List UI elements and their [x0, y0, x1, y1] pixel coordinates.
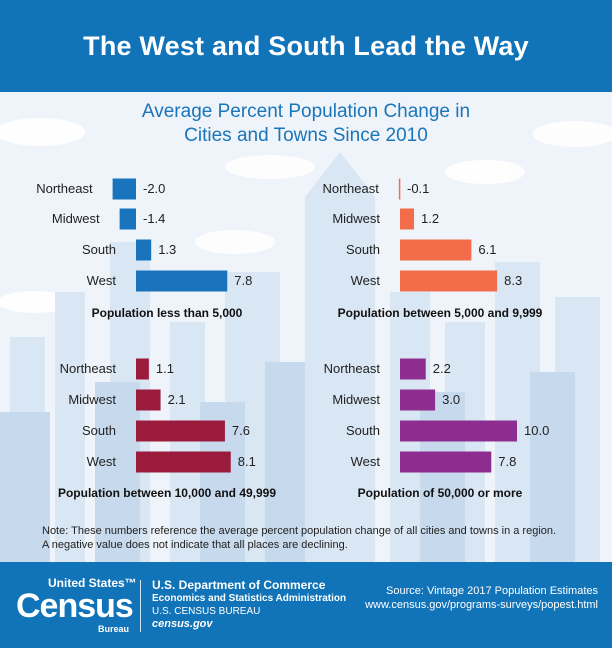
source-url-link[interactable]: www.census.gov/programs-surveys/popest.h… — [365, 599, 598, 611]
census-gov-link[interactable]: census.gov — [152, 618, 213, 630]
category-label: Midwest — [332, 392, 380, 407]
bar — [136, 389, 161, 411]
bar — [400, 389, 436, 411]
category-label: Northeast — [322, 181, 379, 196]
logo-bureau: Bureau — [98, 624, 130, 634]
category-label: South — [346, 242, 380, 257]
chart-note: Note: These numbers reference the averag… — [42, 524, 582, 552]
chart-panel-3: Northeast 1.1 Midwest 2.1 South 7.6 West 8.1 Pop… — [58, 358, 276, 500]
header-banner: The West and South Lead the Way — [0, 0, 612, 92]
value-label: 7.8 — [234, 273, 252, 288]
bar — [400, 239, 472, 261]
category-label: Northeast — [60, 361, 117, 376]
footer-banner: United States™ Census Bureau U.S. Depart… — [0, 562, 612, 648]
skyline-background — [0, 92, 612, 562]
bar-chart-panels: Northeast -2.0 Midwest -1.4 South 1.3 West 7.8 P… — [36, 178, 549, 500]
category-label: Midwest — [68, 392, 116, 407]
bar — [400, 420, 517, 442]
category-label: West — [87, 273, 117, 288]
bar — [119, 208, 136, 230]
dept-line-1: U.S. Department of Commerce — [152, 578, 326, 592]
department-info: U.S. Department of Commerce Economics an… — [152, 579, 346, 631]
chart-subtitle: Average Percent Population Change in Cit… — [0, 100, 612, 148]
dept-line-2: Economics and Statistics Administration — [152, 593, 347, 604]
bar — [400, 358, 426, 380]
bar — [400, 208, 415, 230]
chart-panel-4: Northeast 2.2 Midwest 3.0 South 10.0 West 7.8 Po… — [324, 358, 549, 500]
logo-united-states: United States™ — [48, 576, 137, 590]
value-label: -2.0 — [143, 181, 165, 196]
bar — [398, 178, 401, 200]
category-label: West — [87, 454, 117, 469]
value-label: 2.2 — [433, 361, 451, 376]
logo-census: Census — [16, 587, 134, 625]
bar — [136, 451, 231, 473]
value-label: 10.0 — [524, 423, 549, 438]
category-label: West — [351, 454, 381, 469]
category-label: South — [82, 242, 116, 257]
value-label: 1.2 — [421, 211, 439, 226]
dept-line-3: U.S. CENSUS BUREAU — [152, 606, 261, 617]
category-label: Midwest — [52, 211, 100, 226]
value-label: -0.1 — [407, 181, 429, 196]
panel-title: Population less than 5,000 — [92, 306, 243, 320]
category-label: Northeast — [324, 361, 381, 376]
bar — [136, 358, 149, 380]
value-label: 1.1 — [156, 361, 174, 376]
bar — [136, 270, 228, 292]
value-label: 6.1 — [478, 242, 496, 257]
category-label: Northeast — [36, 181, 93, 196]
value-label: 3.0 — [442, 392, 460, 407]
category-label: South — [82, 423, 116, 438]
bar — [112, 178, 136, 200]
category-label: Midwest — [332, 211, 380, 226]
value-label: 7.8 — [498, 454, 516, 469]
page-title: The West and South Lead the Way — [83, 30, 529, 61]
value-label: -1.4 — [143, 211, 165, 226]
panel-title: Population between 5,000 and 9,999 — [338, 306, 543, 320]
census-logo[interactable]: United States™ Census Bureau — [14, 576, 137, 638]
subtitle-line-2: Cities and Towns Since 2010 — [184, 125, 428, 146]
value-label: 2.1 — [168, 392, 186, 407]
bar — [400, 451, 492, 473]
note-line-1: Note: These numbers reference the averag… — [42, 525, 557, 537]
note-line-2: A negative value does not indicate that … — [42, 539, 348, 551]
subtitle-line-1: Average Percent Population Change in — [141, 101, 471, 122]
source-info: Source: Vintage 2017 Population Estimate… — [365, 584, 598, 612]
chart-panel-2: Northeast -0.1 Midwest 1.2 South 6.1 West 8.3 Po… — [322, 178, 543, 320]
footer-divider — [140, 580, 141, 632]
bar — [136, 420, 225, 442]
bar — [400, 270, 498, 292]
chart-panel-1: Northeast -2.0 Midwest -1.4 South 1.3 West 7.8 P… — [36, 178, 252, 320]
bar — [136, 239, 152, 261]
category-label: South — [346, 423, 380, 438]
category-label: West — [351, 273, 381, 288]
value-label: 1.3 — [158, 242, 176, 257]
value-label: 7.6 — [232, 423, 250, 438]
value-label: 8.1 — [238, 454, 256, 469]
source-line-1: Source: Vintage 2017 Population Estimate… — [386, 585, 598, 597]
panel-title: Population between 10,000 and 49,999 — [58, 486, 276, 500]
value-label: 8.3 — [504, 273, 522, 288]
panel-title: Population of 50,000 or more — [358, 486, 523, 500]
